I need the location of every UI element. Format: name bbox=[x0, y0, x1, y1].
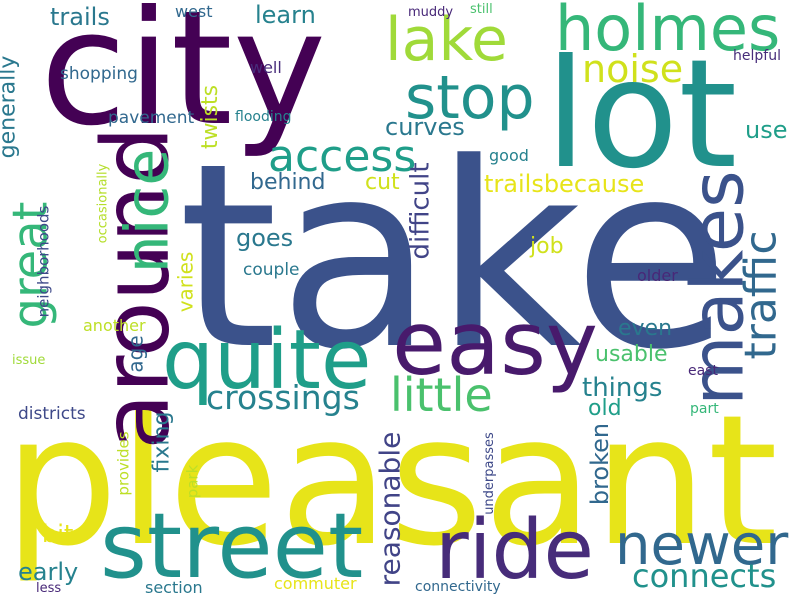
word-street: street bbox=[100, 494, 364, 599]
word-west: west bbox=[175, 2, 213, 21]
word-fixing: fixing bbox=[149, 411, 175, 473]
word-east: east bbox=[688, 363, 718, 379]
word-traffic: traffic bbox=[735, 230, 787, 360]
word-even: even bbox=[618, 316, 673, 341]
word-use: use bbox=[745, 116, 788, 144]
word-nice: nice bbox=[112, 148, 183, 274]
word-part: part bbox=[690, 401, 719, 417]
word-learn: learn bbox=[255, 1, 316, 29]
word-job: job bbox=[530, 234, 564, 259]
word-goes: goes bbox=[236, 224, 294, 252]
word-park: park bbox=[183, 464, 202, 499]
word-shopping: shopping bbox=[60, 64, 138, 84]
word-twists: twists bbox=[198, 84, 224, 150]
word-bit: bit bbox=[42, 520, 74, 548]
word-reasonable: reasonable bbox=[373, 431, 407, 587]
word-good: good bbox=[489, 146, 529, 165]
word-varies: varies bbox=[173, 251, 198, 313]
word-holmes: holmes bbox=[555, 0, 781, 65]
word-behind: behind bbox=[250, 170, 326, 195]
word-little: little bbox=[390, 368, 493, 422]
word-take: take bbox=[178, 109, 730, 406]
word-districts: districts bbox=[18, 404, 86, 424]
word-lake: lake bbox=[385, 5, 508, 75]
word-crossings: crossings bbox=[206, 378, 360, 417]
word-ride: ride bbox=[435, 503, 594, 598]
word-things: things bbox=[582, 373, 663, 403]
word-less: less bbox=[36, 581, 62, 596]
word-muddy: muddy bbox=[408, 5, 454, 20]
word-well: well bbox=[250, 58, 282, 77]
word-noise: noise bbox=[582, 47, 684, 91]
word-curves: curves bbox=[385, 113, 465, 141]
word-issue: issue bbox=[12, 353, 46, 368]
word-connectivity: connectivity bbox=[415, 579, 501, 595]
word-pavement: pavement bbox=[108, 108, 195, 128]
word-old: old bbox=[588, 396, 622, 421]
word-newer: newer bbox=[615, 513, 789, 578]
word-couple: couple bbox=[243, 260, 300, 280]
word-neighborhoods: neighborhoods bbox=[34, 205, 53, 318]
word-trails: trails bbox=[50, 3, 110, 31]
word-cut: cut bbox=[365, 170, 400, 195]
word-section: section bbox=[145, 578, 203, 597]
word-access: access bbox=[268, 131, 417, 182]
word-usable: usable bbox=[595, 342, 668, 367]
word-quite: quite bbox=[162, 313, 372, 408]
word-age: age bbox=[123, 335, 148, 373]
word-generally: generally bbox=[0, 55, 21, 159]
word-broken: broken bbox=[586, 422, 615, 506]
word-pleasant: pleasant bbox=[4, 377, 779, 586]
word-early: early bbox=[18, 558, 79, 586]
word-still: still bbox=[470, 2, 493, 17]
word-connects: connects bbox=[632, 557, 777, 595]
word-lot: lot bbox=[545, 28, 738, 202]
word-helpful: helpful bbox=[733, 48, 781, 64]
word-difficult: difficult bbox=[405, 162, 436, 260]
word-trailsbecause: trailsbecause bbox=[484, 170, 645, 198]
word-older: older bbox=[637, 266, 678, 285]
word-commuter: commuter bbox=[274, 574, 357, 593]
word-easy: easy bbox=[392, 292, 598, 395]
word-underpasses: underpasses bbox=[481, 432, 497, 515]
word-another: another bbox=[83, 316, 146, 335]
word-stop: stop bbox=[405, 63, 535, 133]
word-occasionally: occasionally bbox=[95, 163, 111, 244]
word-provides: provides bbox=[114, 431, 133, 496]
word-city: city bbox=[40, 0, 327, 161]
word-flooding: flooding bbox=[235, 109, 292, 125]
